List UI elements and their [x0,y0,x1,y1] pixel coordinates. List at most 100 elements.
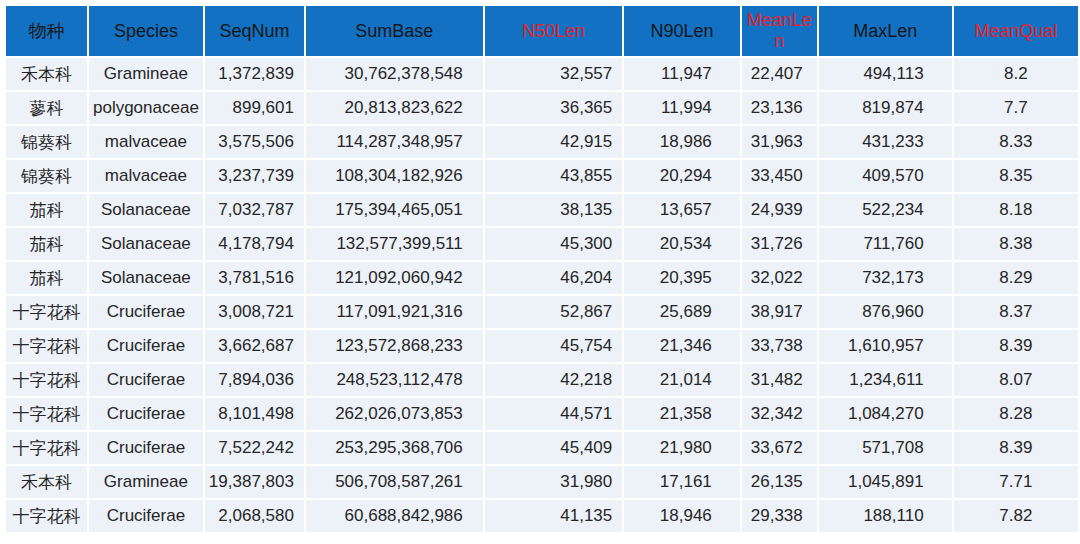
cell-n90len: 21,358 [624,398,740,430]
cell-n90len: 21,346 [624,330,740,362]
cell-n90len: 20,534 [624,228,740,260]
cell-n90len: 25,689 [624,296,740,328]
cell-maxlen: 819,874 [819,92,952,124]
cell-meanqual: 8.39 [954,330,1078,362]
col-header-maxlen: MaxLen [819,6,952,56]
cell-meanqual: 7.71 [954,466,1078,498]
cell-species: Gramineae [89,466,203,498]
cell-family-cn: 十字花科 [6,330,87,362]
cell-n50len: 42,915 [485,126,623,158]
cell-seqnum: 899,601 [205,92,304,124]
cell-n50len: 31,980 [485,466,623,498]
cell-seqnum: 1,372,839 [205,58,304,90]
cell-n90len: 18,986 [624,126,740,158]
col-header-family-cn: 物种 [6,6,87,56]
cell-seqnum: 3,237,739 [205,160,304,192]
cell-meanqual: 8.18 [954,194,1078,226]
table-row: 锦葵科malvaceae3,575,506114,287,348,95742,9… [6,126,1078,158]
cell-sumbase: 20,813,823,622 [306,92,483,124]
cell-n50len: 44,571 [485,398,623,430]
cell-n50len: 41,135 [485,500,623,532]
cell-maxlen: 522,234 [819,194,952,226]
cell-n90len: 20,294 [624,160,740,192]
table-row: 茄科Solanaceae3,781,516121,092,060,94246,2… [6,262,1078,294]
cell-sumbase: 262,026,073,853 [306,398,483,430]
cell-sumbase: 30,762,378,548 [306,58,483,90]
cell-seqnum: 3,008,721 [205,296,304,328]
cell-maxlen: 494,113 [819,58,952,90]
cell-seqnum: 2,068,580 [205,500,304,532]
cell-sumbase: 121,092,060,942 [306,262,483,294]
cell-maxlen: 409,570 [819,160,952,192]
cell-species: Cruciferae [89,432,203,464]
cell-sumbase: 114,287,348,957 [306,126,483,158]
cell-n90len: 11,994 [624,92,740,124]
cell-seqnum: 4,178,794 [205,228,304,260]
col-header-n90len: N90Len [624,6,740,56]
cell-n90len: 21,014 [624,364,740,396]
cell-seqnum: 3,575,506 [205,126,304,158]
cell-maxlen: 1,084,270 [819,398,952,430]
cell-sumbase: 108,304,182,926 [306,160,483,192]
cell-seqnum: 3,662,687 [205,330,304,362]
cell-maxlen: 711,760 [819,228,952,260]
cell-n90len: 18,946 [624,500,740,532]
cell-meanlen: 38,917 [742,296,817,328]
cell-seqnum: 19,387,803 [205,466,304,498]
cell-seqnum: 8,101,498 [205,398,304,430]
table-row: 十字花科Cruciferae8,101,498262,026,073,85344… [6,398,1078,430]
col-header-species: Species [89,6,203,56]
cell-species: Cruciferae [89,398,203,430]
cell-n50len: 45,300 [485,228,623,260]
cell-n50len: 32,557 [485,58,623,90]
col-header-n50len: N50Len [485,6,623,56]
cell-family-cn: 蓼科 [6,92,87,124]
page: 物种SpeciesSeqNumSumBaseN50LenN90LenMeanLe… [4,4,1080,534]
cell-family-cn: 禾本科 [6,58,87,90]
table-body: 禾本科 Gramineae 1,372,83930,762,378,54832,55… [6,58,1078,532]
cell-meanlen: 24,939 [742,194,817,226]
cell-meanlen: 31,726 [742,228,817,260]
cell-sumbase: 60,688,842,986 [306,500,483,532]
table-row: 禾本科Gramineae19,387,803506,708,587,26131,… [6,466,1078,498]
cell-species: polygonaceae [89,92,203,124]
table-header: 物种SpeciesSeqNumSumBaseN50LenN90LenMeanLe… [6,6,1078,56]
cell-maxlen: 732,173 [819,262,952,294]
cell-n50len: 45,754 [485,330,623,362]
cell-family-cn: 茄科 [6,262,87,294]
cell-meanqual: 8.38 [954,228,1078,260]
cell-family-cn: 茄科 [6,228,87,260]
cell-family-cn: 十字花科 [6,432,87,464]
cell-family-cn: 茄科 [6,194,87,226]
cell-meanqual: 8.39 [954,432,1078,464]
cell-sumbase: 253,295,368,706 [306,432,483,464]
cell-n50len: 38,135 [485,194,623,226]
cell-meanlen: 31,482 [742,364,817,396]
cell-n90len: 20,395 [624,262,740,294]
cell-n50len: 52,867 [485,296,623,328]
cell-sumbase: 117,091,921,316 [306,296,483,328]
table-row: 茄科Solanaceae7,032,787175,394,465,05138,1… [6,194,1078,226]
cell-meanqual: 8.33 [954,126,1078,158]
cell-n90len: 13,657 [624,194,740,226]
cell-maxlen: 571,708 [819,432,952,464]
species-stats-table: 物种SpeciesSeqNumSumBaseN50LenN90LenMeanLe… [4,4,1080,534]
cell-species: Solanaceae [89,262,203,294]
cell-n50len: 42,218 [485,364,623,396]
cell-n50len: 36,365 [485,92,623,124]
table-row: 十字花科Cruciferae3,662,687123,572,868,23345… [6,330,1078,362]
cell-maxlen: 188,110 [819,500,952,532]
cell-meanlen: 32,022 [742,262,817,294]
cell-meanqual: 8.37 [954,296,1078,328]
cell-meanqual: 8.29 [954,262,1078,294]
cell-meanqual: 8.07 [954,364,1078,396]
cell-family-cn: 锦葵科 [6,126,87,158]
cell-seqnum: 7,522,242 [205,432,304,464]
cell-species: Solanaceae [89,228,203,260]
cell-species: Cruciferae [89,500,203,532]
cell-meanqual: 7.82 [954,500,1078,532]
cell-meanlen: 22,407 [742,58,817,90]
col-header-meanqual: MeanQual [954,6,1078,56]
table-row: 蓼科polygonaceae899,60120,813,823,62236,36… [6,92,1078,124]
cell-maxlen: 1,045,891 [819,466,952,498]
